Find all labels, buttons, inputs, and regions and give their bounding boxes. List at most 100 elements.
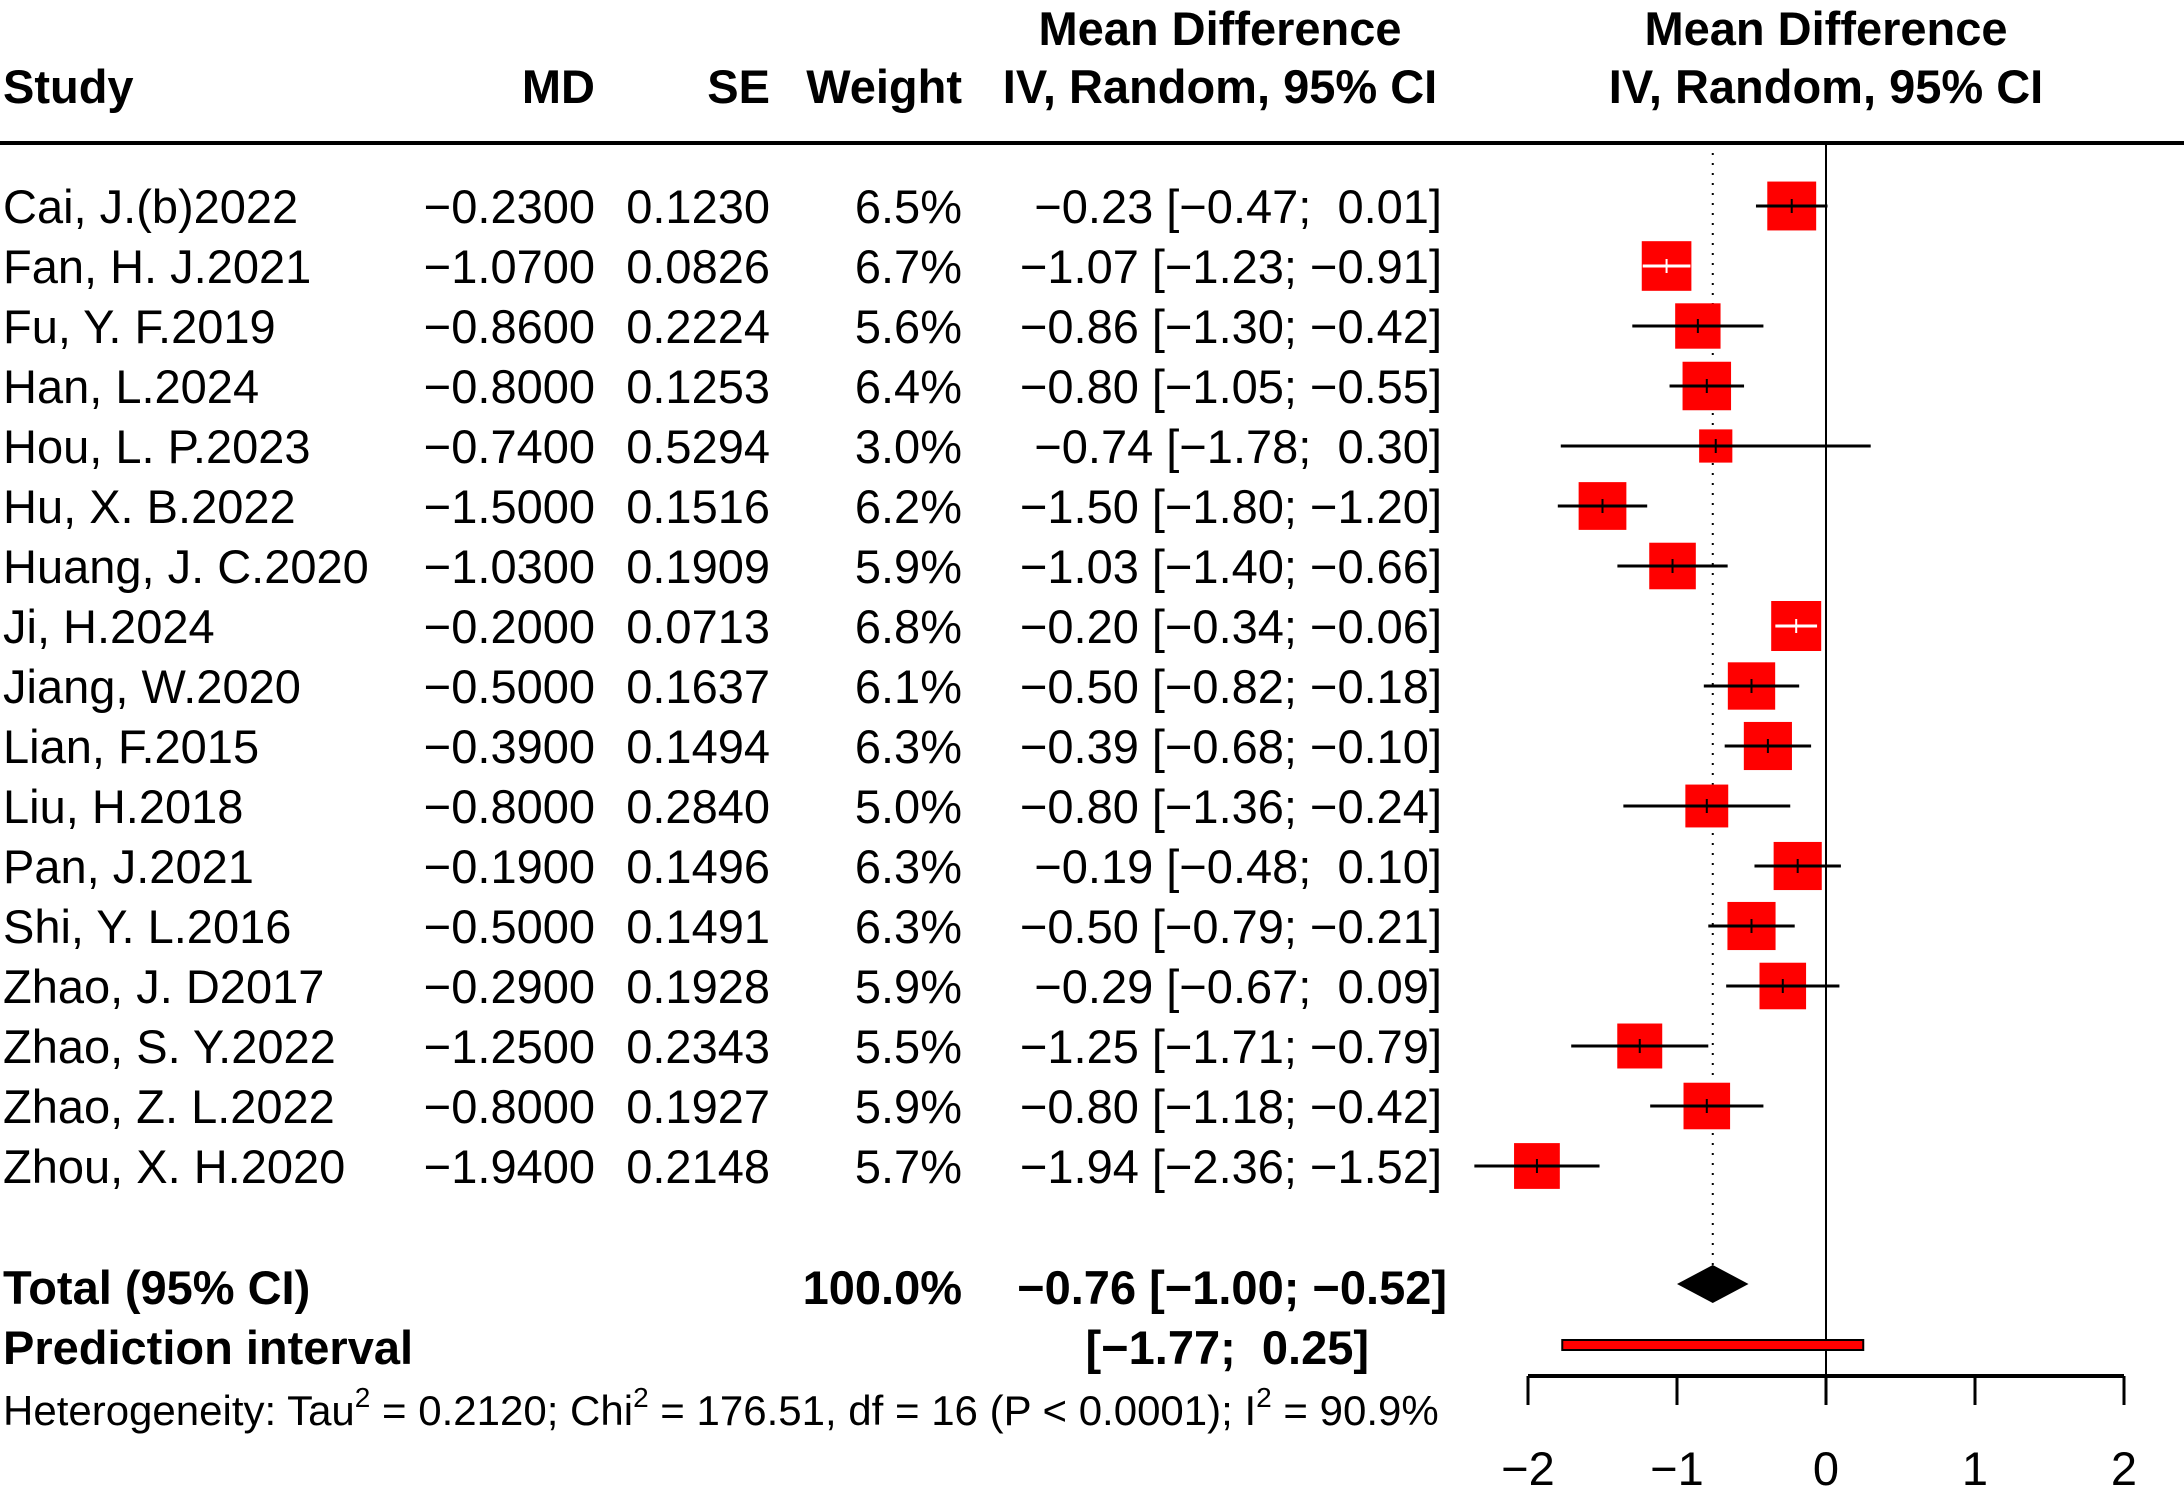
- study-weight: 6.3%: [854, 900, 962, 953]
- study-weight: 6.3%: [854, 840, 962, 893]
- study-name: Jiang, W.2020: [3, 660, 301, 713]
- study-weight: 5.5%: [854, 1020, 962, 1073]
- header-study: Study: [3, 60, 134, 113]
- study-md: −1.0300: [423, 540, 595, 593]
- study-se: 0.2343: [626, 1020, 770, 1073]
- study-weight: 5.6%: [854, 300, 962, 353]
- study-name: Huang, J. C.2020: [3, 540, 369, 593]
- study-md: −0.2300: [423, 180, 595, 233]
- study-ci: −0.86 [−1.30; −0.42]: [1019, 300, 1442, 353]
- study-ci: −0.50 [−0.82; −0.18]: [1019, 660, 1442, 713]
- heterogeneity-text: Heterogeneity: Tau2 = 0.2120; Chi2 = 176…: [3, 1384, 1439, 1434]
- study-name: Cai, J.(b)2022: [3, 180, 299, 233]
- study-md: −0.8600: [423, 300, 595, 353]
- study-md: −0.1900: [423, 840, 595, 893]
- study-name: Pan, J.2021: [3, 840, 254, 893]
- study-ci: −1.50 [−1.80; −1.20]: [1019, 480, 1442, 533]
- study-name: Zhao, S. Y.2022: [3, 1020, 336, 1073]
- header-weight: Weight: [806, 60, 962, 113]
- study-md: −1.9400: [423, 1140, 595, 1193]
- study-md: −1.5000: [423, 480, 595, 533]
- study-name: Hou, L. P.2023: [3, 420, 311, 473]
- study-ci: −1.94 [−2.36; −1.52]: [1019, 1140, 1442, 1193]
- study-ci: −0.80 [−1.36; −0.24]: [1019, 780, 1442, 833]
- x-axis-tick-label: 1: [1961, 1442, 1989, 1488]
- study-se: 0.1927: [626, 1080, 770, 1133]
- study-ci: −0.23 [−0.47; 0.01]: [1021, 180, 1442, 233]
- study-weight: 5.7%: [854, 1140, 962, 1193]
- study-se: 0.2224: [626, 300, 770, 353]
- study-name: Hu, X. B.2022: [3, 480, 296, 533]
- study-weight: 6.5%: [854, 180, 962, 233]
- study-md: −0.2900: [423, 960, 595, 1013]
- study-ci: −1.07 [−1.23; −0.91]: [1019, 240, 1442, 293]
- study-md: −0.5000: [423, 660, 595, 713]
- study-name: Zhou, X. H.2020: [3, 1140, 346, 1193]
- study-se: 0.1909: [626, 540, 770, 593]
- study-md: −0.8000: [423, 1080, 595, 1133]
- study-weight: 5.9%: [854, 540, 962, 593]
- header-plot-top: Mean Difference: [1644, 2, 2008, 55]
- study-weight: 5.9%: [854, 960, 962, 1013]
- het-part: = 0.2120; Chi: [370, 1387, 634, 1434]
- study-se: 0.1928: [626, 960, 770, 1013]
- header-plot-bottom: IV, Random, 95% CI: [1608, 60, 2044, 113]
- total-ci: −0.76 [−1.00; −0.52]: [1017, 1261, 1447, 1314]
- study-ci: −0.50 [−0.79; −0.21]: [1019, 900, 1442, 953]
- study-se: 0.1496: [626, 840, 770, 893]
- study-weight: 6.7%: [854, 240, 962, 293]
- study-se: 0.1637: [626, 660, 770, 713]
- study-name: Fan, H. J.2021: [3, 240, 312, 293]
- total-weight: 100.0%: [802, 1261, 962, 1314]
- study-ci: −0.80 [−1.05; −0.55]: [1019, 360, 1442, 413]
- study-name: Lian, F.2015: [3, 720, 260, 773]
- study-se: 0.0826: [626, 240, 770, 293]
- study-weight: 6.4%: [854, 360, 962, 413]
- study-ci: −0.39 [−0.68; −0.10]: [1019, 720, 1442, 773]
- het-sup: 2: [1256, 1382, 1272, 1413]
- study-weight: 6.8%: [854, 600, 962, 653]
- study-name: Ji, H.2024: [3, 600, 215, 653]
- het-part: = 90.9%: [1271, 1387, 1439, 1434]
- study-se: 0.2148: [626, 1140, 770, 1193]
- study-md: −0.8000: [423, 780, 595, 833]
- study-weight: 5.9%: [854, 1080, 962, 1133]
- study-name: Liu, H.2018: [3, 780, 244, 833]
- study-ci: −0.20 [−0.34; −0.06]: [1019, 600, 1442, 653]
- study-ci: −1.03 [−1.40; −0.66]: [1019, 540, 1442, 593]
- study-se: 0.1230: [626, 180, 770, 233]
- prediction-interval-bar: [1561, 1339, 1865, 1351]
- study-md: −0.3900: [423, 720, 595, 773]
- study-weight: 5.0%: [854, 780, 962, 833]
- study-name: Fu, Y. F.2019: [3, 300, 276, 353]
- study-se: 0.1491: [626, 900, 770, 953]
- header-md: MD: [521, 60, 595, 113]
- study-se: 0.5294: [626, 420, 770, 473]
- study-se: 0.2840: [626, 780, 770, 833]
- study-name: Zhao, Z. L.2022: [3, 1080, 335, 1133]
- study-name: Zhao, J. D2017: [3, 960, 325, 1013]
- study-md: −0.5000: [423, 900, 595, 953]
- x-axis-tick-label: 2: [2110, 1442, 2138, 1488]
- study-ci: −0.74 [−1.78; 0.30]: [1021, 420, 1442, 473]
- x-axis-tick-label: −1: [1650, 1442, 1704, 1488]
- study-se: 0.1494: [626, 720, 770, 773]
- study-md: −1.0700: [423, 240, 595, 293]
- het-part: = 176.51, df = 16 (P < 0.0001); I: [648, 1387, 1257, 1434]
- study-se: 0.1253: [626, 360, 770, 413]
- het-sup: 2: [633, 1382, 649, 1413]
- study-ci: −0.19 [−0.48; 0.10]: [1021, 840, 1442, 893]
- study-se: 0.1516: [626, 480, 770, 533]
- het-part: Heterogeneity: Tau: [3, 1387, 355, 1434]
- study-md: −0.8000: [423, 360, 595, 413]
- het-sup: 2: [354, 1382, 371, 1413]
- x-axis-tick-label: −2: [1501, 1442, 1555, 1488]
- x-axis-tick-label: 0: [1812, 1442, 1840, 1488]
- prediction-ci: [−1.77; 0.25]: [1085, 1321, 1369, 1374]
- study-ci: −0.80 [−1.18; −0.42]: [1019, 1080, 1442, 1133]
- header-ci-top: Mean Difference: [1038, 2, 1402, 55]
- total-label: Total (95% CI): [3, 1261, 311, 1314]
- study-ci: −0.29 [−0.67; 0.09]: [1021, 960, 1442, 1013]
